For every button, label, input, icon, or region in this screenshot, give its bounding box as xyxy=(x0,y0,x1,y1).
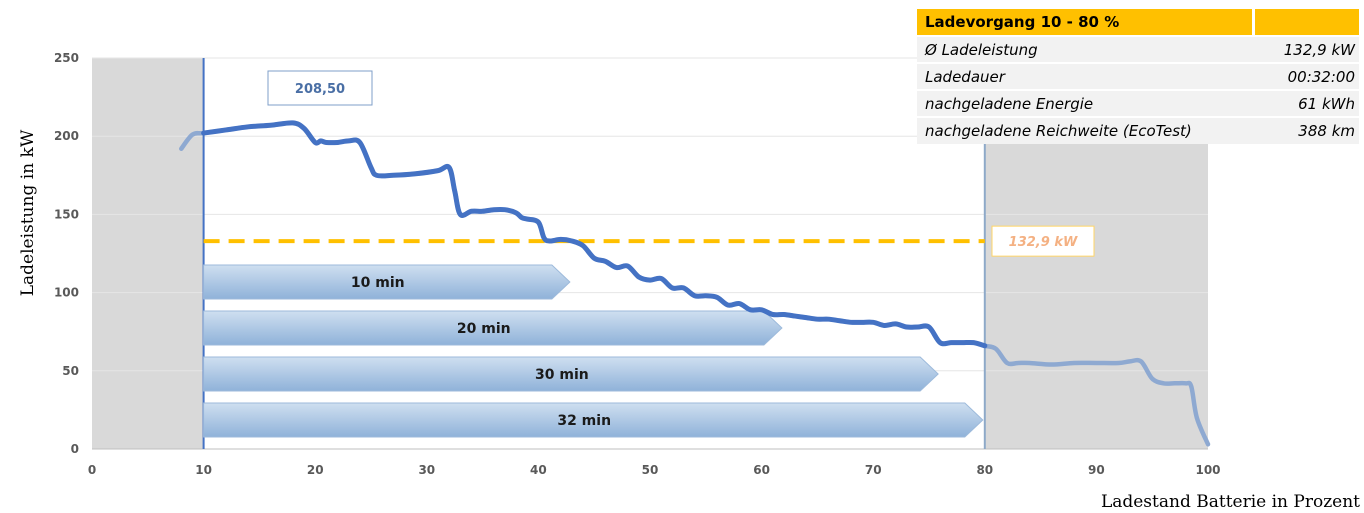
y-tick-label: 250 xyxy=(54,51,79,65)
x-tick-label: 30 xyxy=(418,463,435,477)
summary-row-label: nachgeladene Reichweite (EcoTest) xyxy=(917,116,1253,144)
time-arrow-label: 30 min xyxy=(535,367,589,383)
callouts: 208,50 xyxy=(267,70,373,106)
time-arrow xyxy=(203,356,939,392)
y-tick-label: 200 xyxy=(54,129,79,143)
summary-row: nachgeladene Reichweite (EcoTest) 388 km xyxy=(917,116,1359,144)
x-tick-label: 10 xyxy=(195,463,212,477)
summary-row: nachgeladene Energie 61 kWh xyxy=(917,89,1359,117)
x-tick-label: 20 xyxy=(307,463,324,477)
summary-header-row: Ladevorgang 10 - 80 % xyxy=(917,9,1359,36)
summary-row-value: 388 km xyxy=(1253,116,1359,144)
summary-row-value: 61 kWh xyxy=(1253,89,1359,117)
x-axis-title: Ladestand Batterie in Prozent xyxy=(1101,492,1360,512)
time-arrow-label: 10 min xyxy=(351,275,405,291)
average-power-label: 132,9 kW xyxy=(1009,235,1078,250)
reference-line-group: 132,9 kW xyxy=(203,225,1095,257)
time-arrow-label: 32 min xyxy=(557,413,611,429)
tick-labels: 0 50 100 150 200 250 0 10 20 30 40 50 60 70 80 90 100 xyxy=(54,51,1221,477)
time-arrows: 10 min 20 min 30 min 32 min xyxy=(203,264,984,438)
x-tick-label: 60 xyxy=(753,463,770,477)
x-tick-label: 80 xyxy=(976,463,993,477)
summary-row-label: Ladedauer xyxy=(917,62,1253,90)
x-tick-label: 70 xyxy=(865,463,882,477)
x-tick-label: 40 xyxy=(530,463,547,477)
summary-row-value: 00:32:00 xyxy=(1253,62,1359,90)
y-tick-label: 150 xyxy=(54,207,79,221)
x-tick-label: 90 xyxy=(1088,463,1105,477)
series-line-0 xyxy=(201,120,988,349)
y-tick-label: 50 xyxy=(62,364,79,378)
x-tick-label: 100 xyxy=(1195,463,1220,477)
summary-row: Ladedauer 00:32:00 xyxy=(917,62,1359,90)
time-arrow xyxy=(203,310,783,346)
time-arrow xyxy=(203,264,571,300)
x-tick-label: 50 xyxy=(642,463,659,477)
x-tick-label: 0 xyxy=(88,463,96,477)
time-arrow xyxy=(203,402,984,438)
summary-header-value xyxy=(1251,9,1359,36)
summary-row-label: Ø Ladeleistung xyxy=(917,35,1253,63)
peak-label-box xyxy=(267,70,373,106)
peak-label: 208,50 xyxy=(295,82,345,97)
charging-summary-table: Ladevorgang 10 - 80 % Ø Ladeleistung 132,… xyxy=(917,9,1359,144)
series-group xyxy=(179,120,1211,447)
y-axis-title: Ladeleistung in kW xyxy=(18,129,38,296)
summary-row-value: 132,9 kW xyxy=(1253,35,1359,63)
time-arrow-label: 20 min xyxy=(457,321,511,337)
summary-row: Ø Ladeleistung 132,9 kW xyxy=(917,35,1359,63)
shaded-region-0 xyxy=(92,58,204,449)
y-tick-label: 100 xyxy=(54,286,79,300)
summary-header-label: Ladevorgang 10 - 80 % xyxy=(917,9,1253,36)
average-power-label-box xyxy=(991,225,1095,257)
summary-row-label: nachgeladene Energie xyxy=(917,89,1253,117)
y-tick-label: 0 xyxy=(71,442,79,456)
